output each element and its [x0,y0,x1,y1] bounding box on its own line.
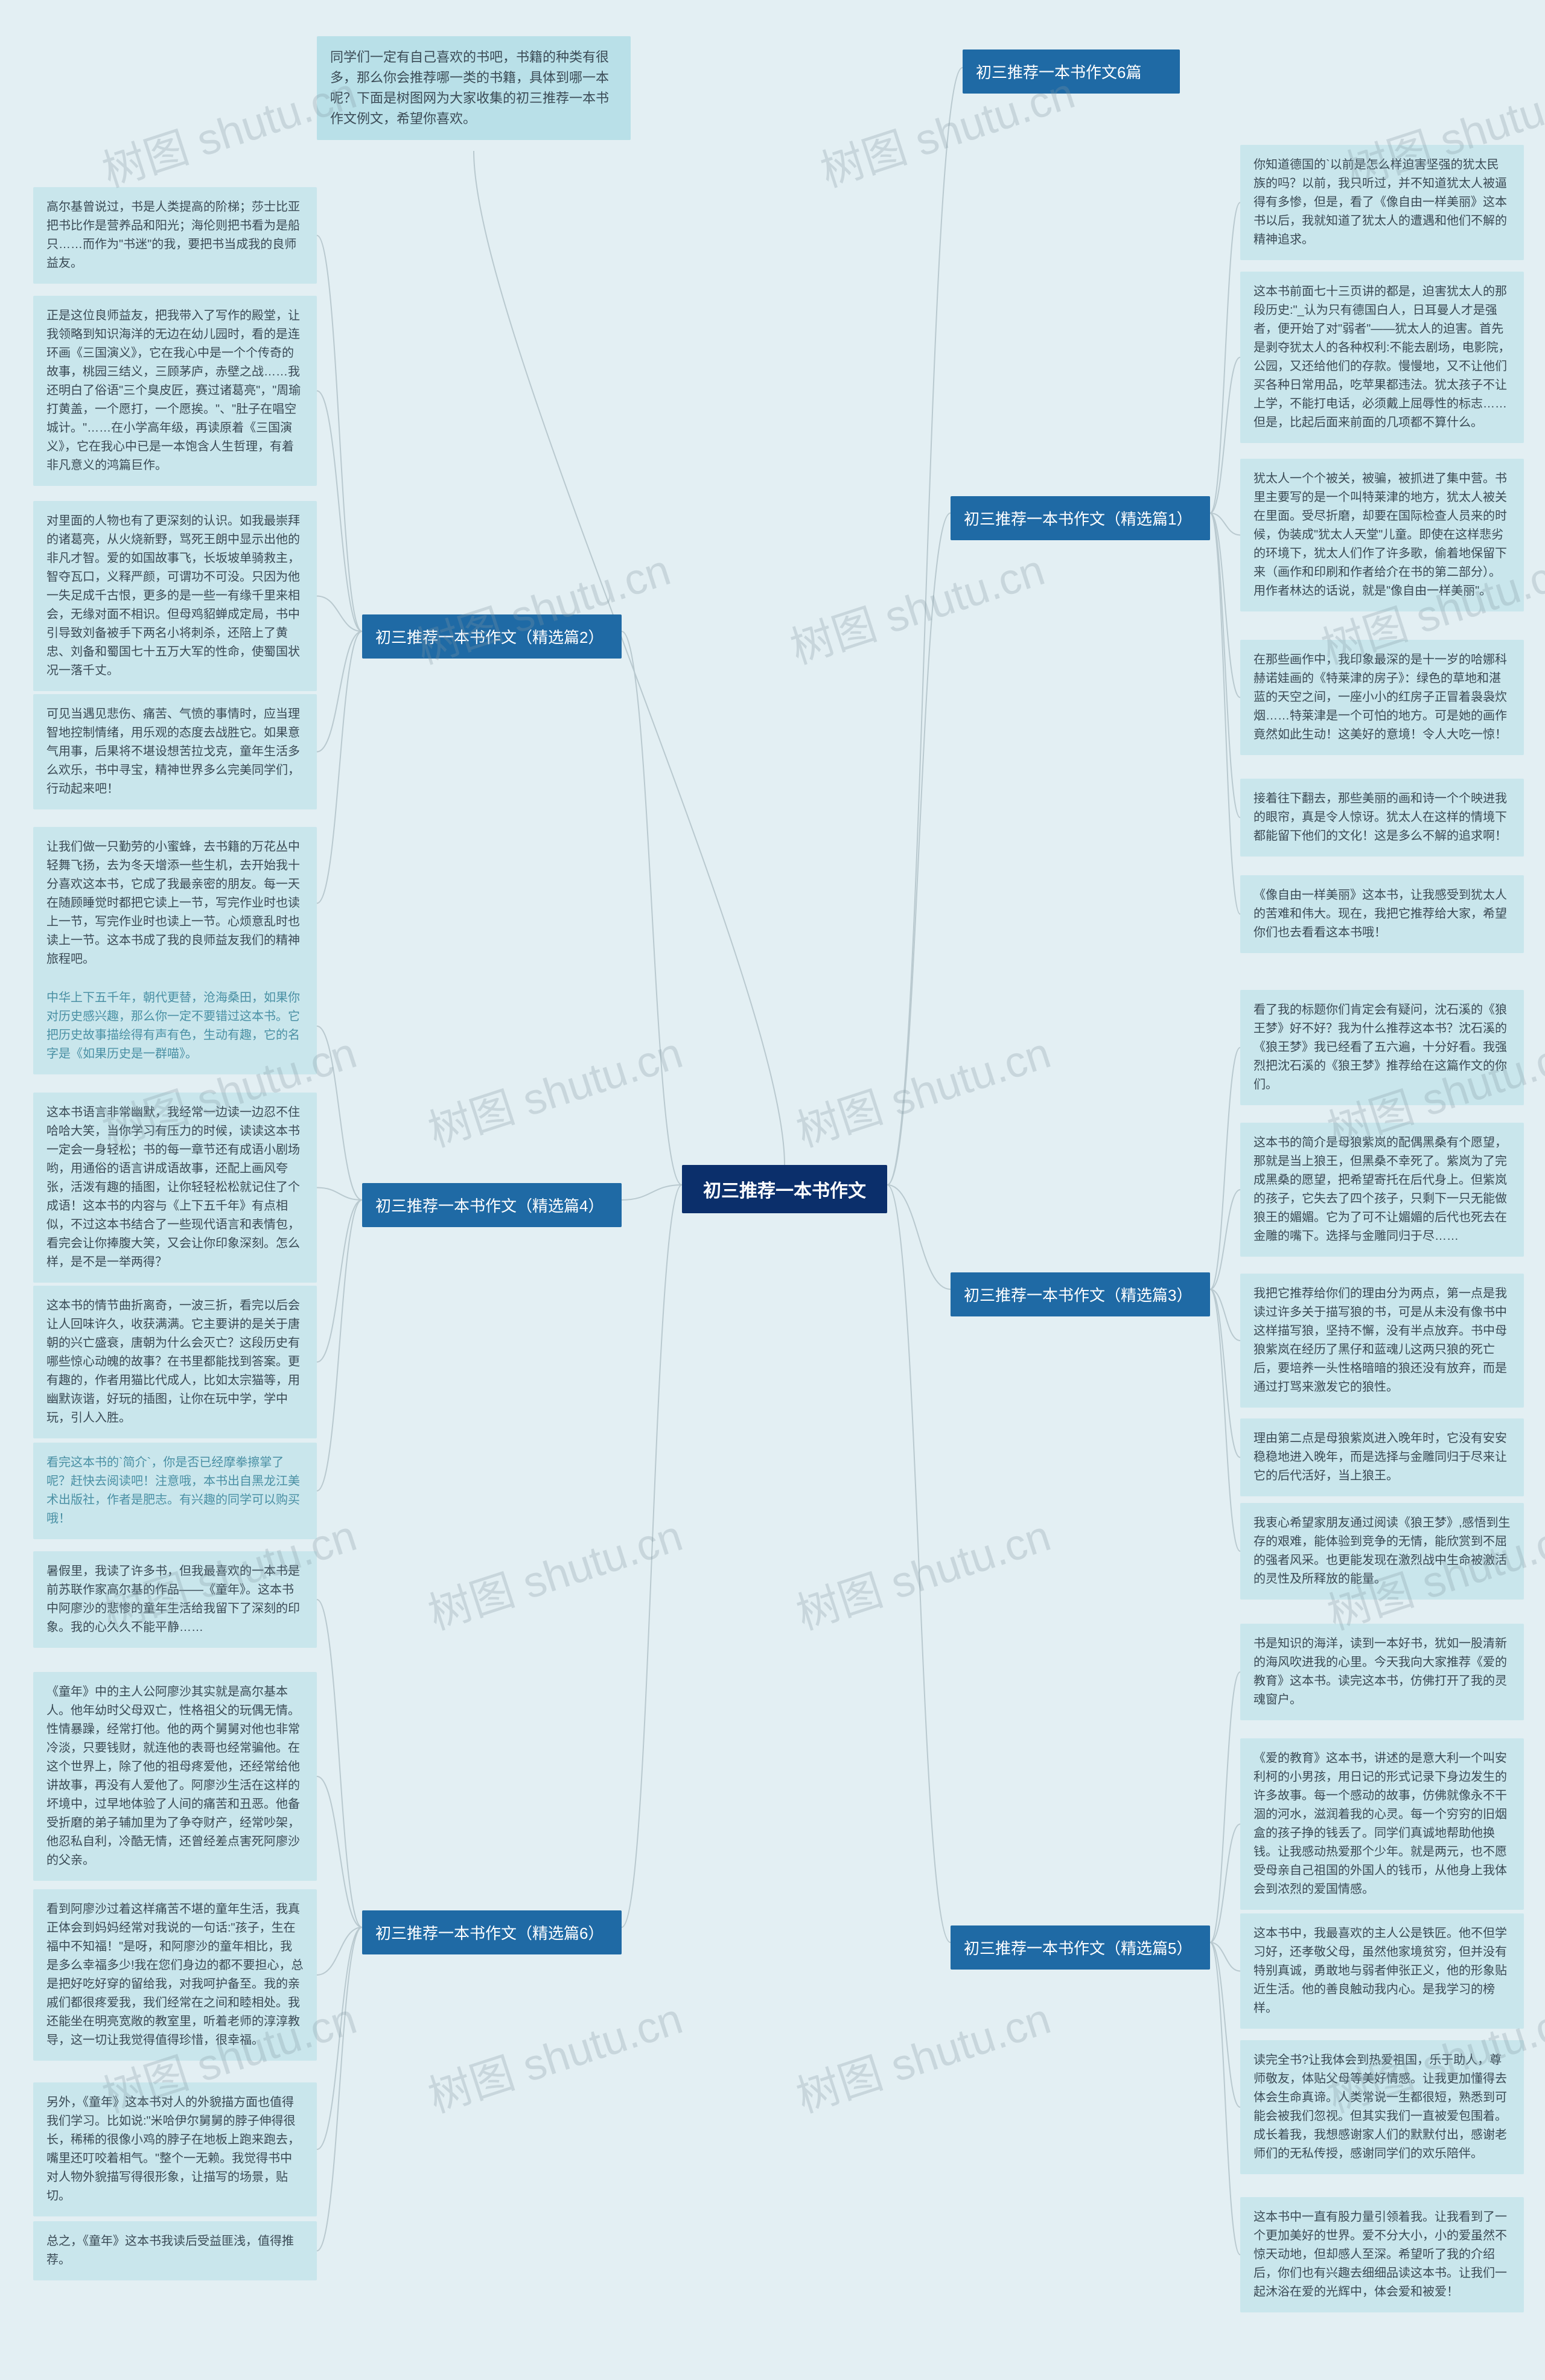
watermark: 树图 shutu.cn [419,1500,689,1642]
leaf-s2-4: 让我们做一只勤劳的小蜜蜂，去书籍的万花丛中轻舞飞扬，去为冬天增添一些生机，去开始… [33,827,317,980]
leaf-s5-4: 这本书中一直有股力量引领着我。让我看到了一个更加美好的世界。爱不分大小，小的爱虽… [1240,2197,1524,2312]
leaf-s3-0: 看了我的标题你们肯定会有疑问，沈石溪的《狼王梦》好不好？我为什么推荐这本书？沈石… [1240,990,1524,1105]
leaf-s3-1: 这本书的简介是母狼紫岚的配偶黑桑有个愿望，那就是当上狼王，但黑桑不幸死了。紫岚为… [1240,1123,1524,1257]
leaf-s6-4: 总之，《童年》这本书我读后受益匪浅，值得推荐。 [33,2221,317,2280]
leaf-s6-1: 《童年》中的主人公阿廖沙其实就是高尔基本人。他年幼时父母双亡，性格祖父的玩偶无情… [33,1672,317,1881]
leaf-s5-2: 这本书中，我最喜欢的主人公是铁匠。他不但学习好，还孝敬父母，虽然他家境贫穷，但并… [1240,1913,1524,2029]
section-s4: 初三推荐一本书作文（精选篇4） [362,1183,622,1227]
leaf-s6-0: 暑假里，我读了许多书，但我最喜欢的一本书是前苏联作家高尔基的作品——《童年》。这… [33,1551,317,1648]
leaf-s3-3: 理由第二点是母狼紫岚进入晚年时，它没有安安稳稳地进入晚年，而是选择与金雕同归于尽… [1240,1418,1524,1496]
leaf-s4-0: 中华上下五千年，朝代更替，沧海桑田，如果你对历史感兴趣，那么你一定不要错过这本书… [33,978,317,1074]
center-node: 初三推荐一本书作文 [682,1165,887,1213]
watermark: 树图 shutu.cn [787,1500,1057,1642]
section-s1: 初三推荐一本书作文（精选篇1） [951,496,1210,540]
watermark: 树图 shutu.cn [781,534,1051,676]
leaf-s1-4: 接着往下翻去，那些美丽的画和诗一个个映进我的眼帘，真是令人惊讶。犹太人在这样的情… [1240,779,1524,857]
watermark: 树图 shutu.cn [419,1017,689,1159]
intro-node: 同学们一定有自己喜欢的书吧，书籍的种类有很多，那么你会推荐哪一类的书籍，具体到哪… [317,36,631,140]
watermark: 树图 shutu.cn [787,1017,1057,1159]
leaf-s3-4: 我衷心希望家朋友通过阅读《狼王梦》,感悟到生存的艰难，能体验到竞争的无情，能欣赏… [1240,1503,1524,1600]
section-s2: 初三推荐一本书作文（精选篇2） [362,614,622,659]
section-s6: 初三推荐一本书作文（精选篇6） [362,1910,622,1954]
leaf-s4-1: 这本书语言非常幽默，我经常一边读一边忍不住哈哈大笑，当你学习有压力的时候，读读这… [33,1093,317,1283]
leaf-s3-2: 我把它推荐给你们的理由分为两点，第一点是我读过许多关于描写狼的书，可是从未没有像… [1240,1274,1524,1408]
leaf-s6-2: 看到阿廖沙过着这样痛苦不堪的童年生活，我真正体会到妈妈经常对我说的一句话:"孩子… [33,1889,317,2061]
leaf-s1-1: 这本书前面七十三页讲的都是，迫害犹太人的那段历史:"_认为只有德国白人，日耳曼人… [1240,272,1524,443]
leaf-s1-3: 在那些画作中，我印象最深的是十一岁的哈娜科赫诺娃画的《特莱津的房子》：绿色的草地… [1240,640,1524,755]
section-s5: 初三推荐一本书作文（精选篇5） [951,1925,1210,1970]
leaf-s5-1: 《爱的教育》这本书，讲述的是意大利一个叫安利柯的小男孩，用日记的形式记录下身边发… [1240,1738,1524,1910]
leaf-s5-0: 书是知识的海洋，读到一本好书，犹如一股清新的海风吹进我的心里。今天我向大家推荐《… [1240,1624,1524,1720]
leaf-s2-1: 正是这位良师益友，把我带入了写作的殿堂，让我领略到知识海洋的无边在幼儿园时，看的… [33,296,317,486]
leaf-s4-3: 看完这本书的`简介`，你是否已经摩拳擦掌了呢？赶快去阅读吧！注意哦，本书出自黑龙… [33,1443,317,1539]
watermark: 树图 shutu.cn [787,1983,1057,2125]
leaf-s6-3: 另外，《童年》这本书对人的外貌描方面也值得我们学习。比如说:"米哈伊尔舅舅的脖子… [33,2082,317,2216]
leaf-s2-0: 高尔基曾说过，书是人类提高的阶梯；莎士比亚把书比作是营养品和阳光；海伦则把书看为… [33,187,317,284]
mindmap-canvas: 初三推荐一本书作文 同学们一定有自己喜欢的书吧，书籍的种类有很多，那么你会推荐哪… [0,0,1545,2380]
leaf-s1-5: 《像自由一样美丽》这本书，让我感受到犹太人的苦难和伟大。现在，我把它推荐给大家，… [1240,875,1524,953]
leaf-s5-3: 读完全书?让我体会到热爱祖国，乐于助人，尊师敬友，体贴父母等美好情感。让我更加懂… [1240,2040,1524,2174]
leaf-s1-2: 犹太人一个个被关，被骗，被抓进了集中营。书里主要写的是一个叫特莱津的地方，犹太人… [1240,459,1524,611]
leaf-s4-2: 这本书的情节曲折离奇，一波三折，看完以后会让人回味许久，收获满满。它主要讲的是关… [33,1286,317,1438]
leaf-s1-0: 你知道德国的`以前是怎么样迫害坚强的犹太民族的吗？以前，我只听过，并不知道犹太人… [1240,145,1524,260]
leaf-s2-3: 可见当遇见悲伤、痛苦、气愤的事情时，应当理智地控制情绪，用乐观的态度去战胜它。如… [33,694,317,809]
section-top-right: 初三推荐一本书作文6篇 [963,49,1180,94]
section-s3: 初三推荐一本书作文（精选篇3） [951,1272,1210,1316]
leaf-s2-2: 对里面的人物也有了更深刻的认识。如我最崇拜的诸葛亮，从火烧新野，骂死王朗中显示出… [33,501,317,691]
watermark: 树图 shutu.cn [419,1983,689,2125]
